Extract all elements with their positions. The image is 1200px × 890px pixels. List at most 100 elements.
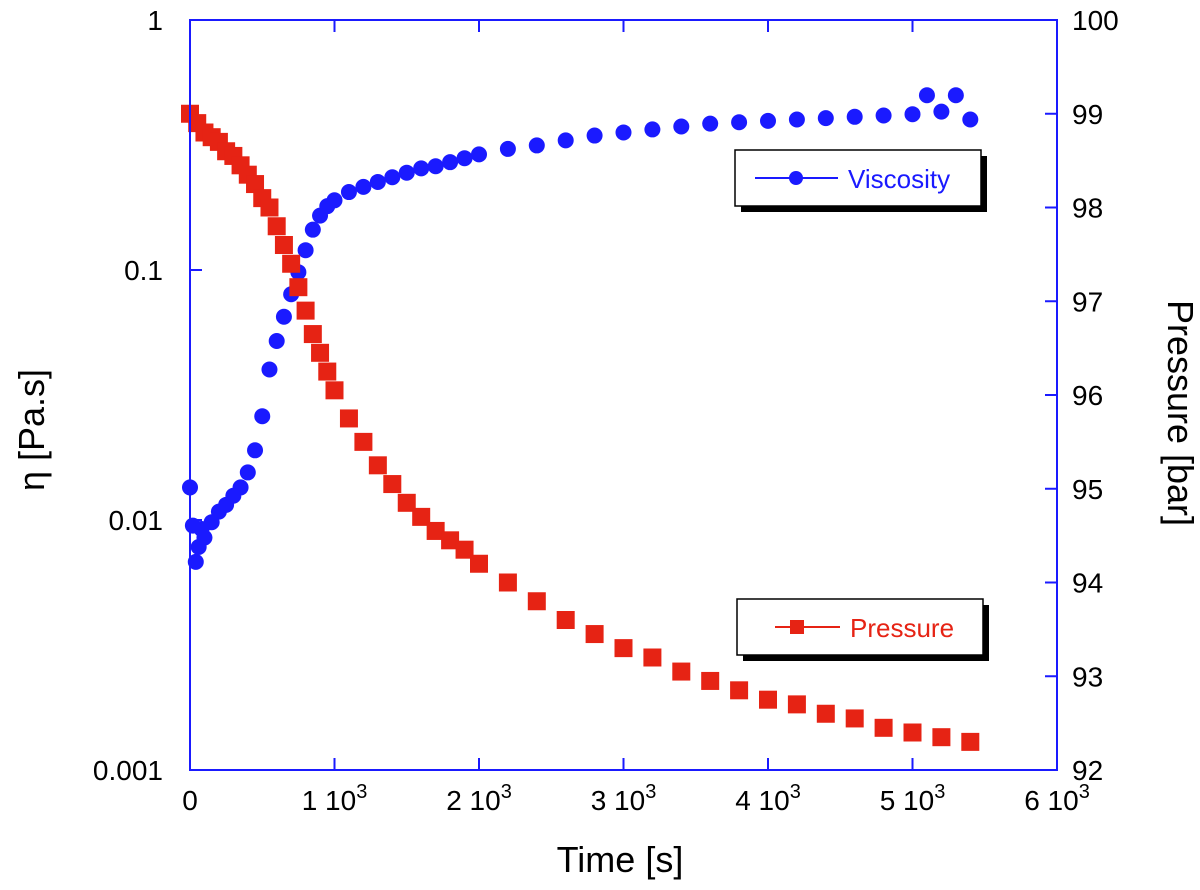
viscosity-point [398,164,415,181]
y-right-tick-label: 97 [1072,286,1103,317]
pressure-point [318,362,337,381]
x-tick-label: 6 103 [1024,781,1090,816]
pressure-point [845,709,864,728]
viscosity-point [788,111,805,128]
viscosity-point [196,529,213,546]
viscosity-point [673,118,690,135]
viscosity-point [702,115,719,132]
x-tick-label: 2 103 [446,781,512,816]
pressure-point [903,723,922,742]
pressure-point [759,690,777,709]
viscosity-point [456,150,473,167]
viscosity-point [384,169,401,186]
viscosity-point [875,107,892,124]
pressure-point [260,198,279,217]
viscosity-point [268,332,285,349]
pressure-point [368,456,387,475]
pressure-point [874,718,893,737]
legend-pressure-marker [790,620,804,634]
viscosity-point [904,106,921,123]
pressure-point [787,695,806,714]
pressure-point [556,611,575,629]
pressure-point [426,521,445,540]
y-left-tick-label: 0.001 [93,755,163,786]
pressure-point [470,554,488,573]
pressure-point [527,592,546,611]
y-right-tick-label: 92 [1072,755,1103,786]
viscosity-point [947,87,964,104]
viscosity-point [247,442,264,459]
viscosity-point [297,242,314,259]
x-tick-label: 1 103 [302,781,368,816]
viscosity-point [369,173,386,190]
pressure-point [672,662,691,681]
x-tick-label: 4 103 [735,781,801,816]
viscosity-point [413,160,430,177]
x-tick-label: 3 103 [591,781,657,816]
pressure-point [585,625,604,644]
viscosity-point [731,114,748,131]
viscosity-point [239,464,256,481]
pressure-point [441,531,460,550]
pressure-point [289,278,308,297]
legend-viscosity-label: Viscosity [848,164,950,194]
viscosity-point [187,553,204,570]
pressure-point [412,507,431,526]
pressure-point [296,301,315,320]
pressure-point [643,648,662,667]
pressure-point [816,704,835,723]
viscosity-point [232,479,249,496]
pressure-point [325,381,344,400]
y-left-tick-label: 0.1 [124,255,163,286]
pressure-point [311,343,330,362]
tick-labels: 0 1 103 2 103 3 103 4 103 5 103 6 103 0.001 0.01… [93,5,1119,816]
y-right-tick-label: 98 [1072,193,1103,224]
y-right-tick-label: 96 [1072,380,1103,411]
pressure-point [498,573,517,592]
y-right-tick-label: 95 [1072,474,1103,505]
viscosity-point [499,140,516,157]
viscosity-point [471,146,487,163]
y-right-tick-label: 93 [1072,661,1103,692]
pressure-point [267,217,286,236]
pressure-point [246,175,265,194]
axis-ticks [189,19,1058,771]
viscosity-point [918,87,935,104]
y-right-tick-label: 94 [1072,568,1103,599]
viscosity-point [557,132,574,149]
viscosity-point [304,221,321,238]
pressure-point [274,236,293,254]
x-axis-label: Time [s] [557,839,684,880]
series-pressure [181,104,980,751]
viscosity-point [326,192,343,209]
viscosity-point [933,103,950,120]
legend-viscosity: Viscosity [734,149,987,212]
viscosity-point [442,154,459,171]
viscosity-point [846,108,863,125]
pressure-point [961,732,980,751]
viscosity-point [427,158,444,175]
viscosity-point [644,121,661,138]
y-axis-right-label: Pressure [bar] [1160,300,1200,526]
pressure-point [354,432,373,451]
x-tick-label: 5 103 [880,781,946,816]
legend-pressure-label: Pressure [850,613,954,643]
legend-pressure: Pressure [736,598,989,661]
viscosity-point [962,111,979,128]
viscosity-point [355,178,372,195]
pressure-point [303,325,322,344]
chart-marks [181,87,980,751]
pressure-point [614,639,633,658]
pressure-point [383,475,402,494]
viscosity-point [275,308,292,325]
pressure-point [455,540,474,559]
viscosity-point [261,361,278,378]
x-tick-label: 0 [182,785,198,816]
legend-viscosity-marker [789,171,803,185]
pressure-point [397,493,416,512]
y-axis-left-label: η [Pa.s] [11,369,52,491]
viscosity-point [615,124,632,141]
pressure-point [730,681,749,700]
pressure-point [339,409,358,428]
y-left-tick-label: 1 [147,5,163,36]
